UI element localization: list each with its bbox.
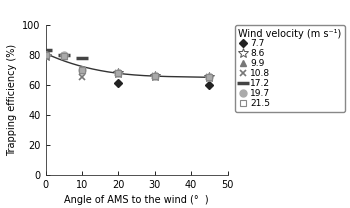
Legend: 7.7, 8.6, 9.9, 10.8, 17.2, 19.7, 21.5: 7.7, 8.6, 9.9, 10.8, 17.2, 19.7, 21.5 [235,25,345,111]
Y-axis label: Trapping efficiency (%): Trapping efficiency (%) [7,44,17,156]
X-axis label: Angle of AMS to the wind (°  ): Angle of AMS to the wind (° ) [64,195,209,205]
